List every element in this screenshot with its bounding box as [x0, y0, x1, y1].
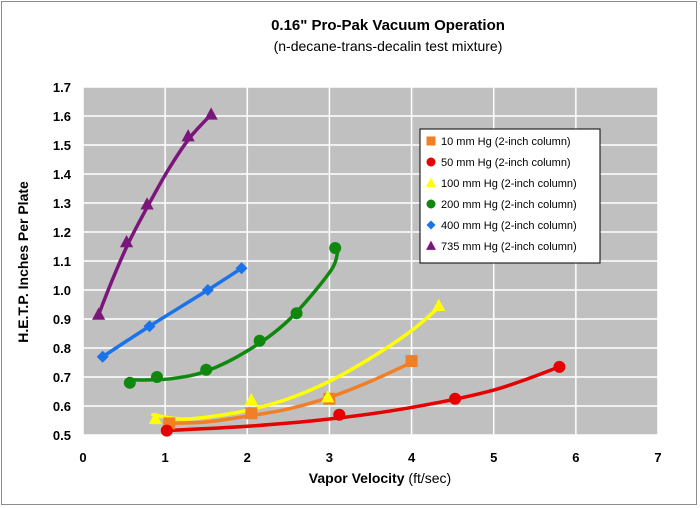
- y-tick-label: 0.5: [53, 428, 71, 443]
- data-point: [200, 363, 213, 376]
- data-point: [201, 284, 214, 296]
- legend-marker: [426, 136, 436, 146]
- legend: 10 mm Hg (2-inch column) 50 mm Hg (2-inch…: [419, 128, 601, 264]
- x-axis-label: Vapor Velocity (ft/sec): [309, 470, 451, 486]
- x-tick-label: 2: [244, 450, 251, 465]
- y-tick-label: 0.9: [53, 312, 71, 327]
- legend-box: [419, 128, 601, 264]
- data-point: [333, 408, 346, 421]
- data-point: [329, 241, 342, 254]
- legend-entry: 50 mm Hg (2-inch column): [441, 157, 571, 169]
- x-tick-label: 1: [162, 450, 169, 465]
- data-point: [96, 350, 109, 363]
- fit-curve: [126, 250, 340, 382]
- fit-curve: [151, 305, 441, 421]
- data-point: [405, 355, 418, 368]
- data-point: [321, 390, 335, 403]
- chart-subtitle: (n-decane-trans-decalin test mixture): [274, 38, 503, 54]
- data-point: [244, 393, 258, 406]
- legend-marker: [426, 157, 436, 167]
- data-point: [140, 197, 154, 210]
- data-point: [449, 392, 462, 405]
- legend-entry: 100 mm Hg (2-inch column): [441, 178, 577, 190]
- data-points: [92, 107, 566, 437]
- fit-curves: [96, 112, 562, 433]
- y-tick-label: 1.2: [53, 225, 71, 240]
- y-tick-label: 1.7: [53, 80, 71, 95]
- data-point: [290, 307, 303, 320]
- y-tick-label: 0.6: [53, 399, 71, 414]
- x-tick-label: 0: [79, 450, 86, 465]
- data-point: [148, 411, 162, 425]
- y-axis-ticks: 0.5 0.6 0.7 0.8 0.9 1.0 1.1 1.2 1.3 1.4 1.5 1.6 1.7: [53, 80, 72, 443]
- x-tick-label: 7: [654, 450, 661, 465]
- y-tick-label: 1.0: [53, 283, 71, 298]
- legend-marker: [426, 177, 436, 187]
- legend-entry: 400 mm Hg (2-inch column): [441, 220, 577, 232]
- data-point: [143, 320, 156, 333]
- x-tick-label: 6: [572, 450, 579, 465]
- data-point: [553, 360, 566, 373]
- y-tick-label: 1.1: [53, 254, 71, 269]
- y-tick-label: 1.3: [53, 196, 71, 211]
- y-tick-label: 1.4: [53, 167, 72, 182]
- x-tick-label: 3: [326, 450, 333, 465]
- data-point: [119, 234, 134, 248]
- data-point: [160, 424, 173, 437]
- x-axis-ticks: 0 1 2 3 4 5 6 7: [79, 450, 661, 465]
- y-axis-label: H.E.T.P. Inches Per Plate: [15, 181, 31, 343]
- fit-curve: [163, 365, 562, 433]
- data-point: [92, 307, 106, 320]
- x-tick-label: 5: [490, 450, 497, 465]
- fit-curve: [163, 360, 414, 426]
- legend-entry: 200 mm Hg (2-inch column): [441, 199, 577, 211]
- data-point: [181, 129, 195, 142]
- data-point: [123, 376, 136, 389]
- data-point: [235, 262, 248, 275]
- chart-title: 0.16" Pro-Pak Vacuum Operation: [271, 17, 505, 34]
- y-tick-label: 1.6: [53, 109, 71, 124]
- legend-marker: [426, 240, 436, 250]
- data-point: [245, 407, 258, 420]
- x-axis-label-unit: (ft/sec): [405, 470, 452, 486]
- data-point: [150, 371, 163, 383]
- legend-marker: [426, 220, 436, 230]
- x-axis-label-main: Vapor Velocity: [309, 470, 405, 486]
- legend-entry: 735 mm Hg (2-inch column): [441, 241, 577, 253]
- legend-entry: 10 mm Hg (2-inch column): [441, 136, 571, 148]
- data-point: [432, 298, 446, 312]
- y-tick-label: 0.7: [53, 370, 71, 385]
- y-tick-label: 1.5: [53, 138, 71, 153]
- y-tick-label: 0.8: [53, 341, 71, 356]
- data-point: [253, 334, 266, 347]
- fit-curve: [100, 266, 244, 359]
- data-point: [204, 107, 218, 120]
- x-tick-label: 4: [408, 450, 416, 465]
- legend-marker: [426, 199, 436, 209]
- gridlines: [82, 86, 659, 436]
